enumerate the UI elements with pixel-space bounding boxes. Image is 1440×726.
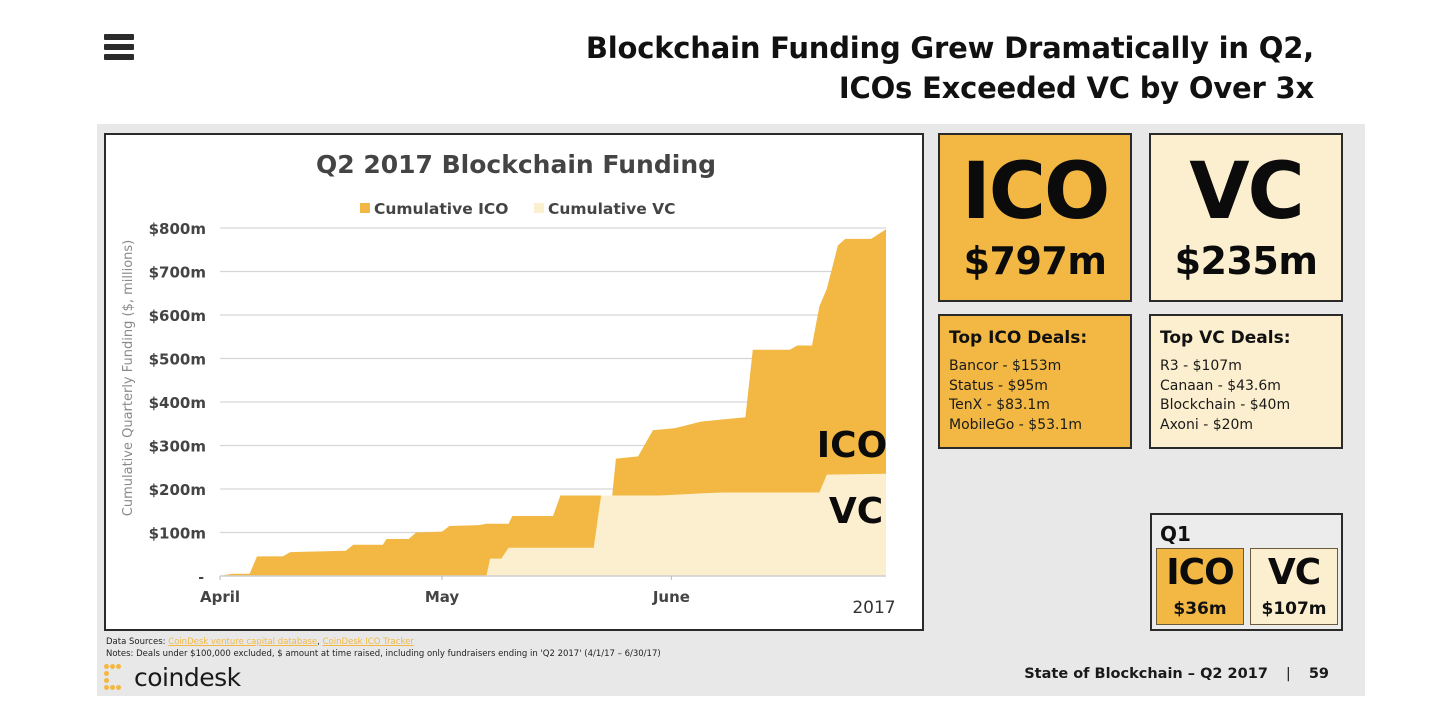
page-number: 59 <box>1308 666 1329 682</box>
menu-bar <box>104 44 134 50</box>
source-separator: , <box>317 637 323 647</box>
y-tick-label: $700m <box>149 264 206 282</box>
y-tick-label: $400m <box>149 394 206 412</box>
data-sources-note: Data Sources: CoinDesk venture capital d… <box>106 636 661 660</box>
headline-line-2: ICOs Exceeded VC by Over 3x <box>838 71 1314 105</box>
legend-swatch-ico <box>360 203 370 213</box>
headline-line-1: Blockchain Funding Grew Dramatically in … <box>585 31 1314 65</box>
source-link-ico-tracker[interactable]: CoinDesk ICO Tracker <box>322 637 414 647</box>
coindesk-logo: coindesk <box>104 662 241 692</box>
y-tick-label: $200m <box>149 481 206 499</box>
ico-total-card: ICO $797m <box>938 133 1132 302</box>
chart-title: Q2 2017 Blockchain Funding <box>316 150 716 179</box>
ico-deal-item: MobileGo - $53.1m <box>949 416 1083 433</box>
q1-vc-card: VC $107m <box>1250 548 1338 625</box>
q1-vc-value: $107m <box>1261 599 1327 619</box>
source-link-vc-database[interactable]: CoinDesk venture capital database <box>168 637 318 647</box>
y-tick-label: $100m <box>149 525 206 543</box>
y-tick-label: $300m <box>149 438 206 456</box>
top-vc-deals-card: Top VC Deals: R3 - $107m Canaan - $43.6m… <box>1149 314 1343 449</box>
top-ico-deals-title: Top ICO Deals: <box>949 328 1088 348</box>
ico-deal-item: TenX - $83.1m <box>949 397 1050 413</box>
ico-total-value: $797m <box>963 239 1107 283</box>
ico-total-label: ICO <box>961 147 1111 237</box>
hamburger-menu-icon[interactable] <box>104 34 134 62</box>
y-tick-label: $600m <box>149 307 206 325</box>
vc-deal-item: Axoni - $20m <box>1160 416 1254 433</box>
q1-ico-value: $36m <box>1173 599 1227 619</box>
report-title: State of Blockchain – Q2 2017 <box>1024 666 1268 682</box>
top-vc-deals-title: Top VC Deals: <box>1160 328 1291 348</box>
ico-deal-item: Status - $95m <box>949 377 1048 394</box>
annotation-ico: ICO <box>817 425 887 466</box>
y-axis-label: Cumulative Quarterly Funding ($, million… <box>121 240 136 516</box>
y-tick-label: $500m <box>149 351 206 369</box>
legend-label-vc: Cumulative VC <box>548 200 675 218</box>
y-tick-label: - <box>198 570 204 586</box>
ico-deal-item: Bancor - $153m <box>949 358 1062 374</box>
funding-chart: Q2 2017 Blockchain Funding Cumulative IC… <box>104 133 924 631</box>
coindesk-logo-text: coindesk <box>134 662 241 692</box>
x-axis-label: 2017 <box>852 598 895 618</box>
x-tick-label: April <box>200 588 240 606</box>
ico-area <box>220 229 886 577</box>
footer-separator: | <box>1285 666 1291 682</box>
slide-headline: Blockchain Funding Grew Dramatically in … <box>586 28 1314 108</box>
y-tick-label: $800m <box>149 220 206 238</box>
legend-label-ico: Cumulative ICO <box>374 200 508 218</box>
q1-title: Q1 <box>1160 522 1191 546</box>
vc-deal-item: Canaan - $43.6m <box>1160 377 1281 394</box>
annotation-vc: VC <box>829 491 883 532</box>
chart-legend: Cumulative ICO Cumulative VC <box>360 200 675 218</box>
chart-svg: Q2 2017 Blockchain Funding Cumulative IC… <box>121 150 896 618</box>
notes-text: Notes: Deals under $100,000 excluded, $ … <box>106 649 661 659</box>
x-tick-label: May <box>425 588 460 606</box>
vc-area <box>220 473 886 576</box>
sources-label: Data Sources: <box>106 637 166 647</box>
vc-total-label: VC <box>1189 147 1305 237</box>
q1-ico-label: ICO <box>1166 552 1234 593</box>
footer-report-info: State of Blockchain – Q2 2017 | 59 <box>1024 666 1329 682</box>
q1-comparison-box: Q1 ICO $36m VC $107m <box>1150 513 1343 631</box>
chart-areas <box>220 229 886 577</box>
top-ico-deals-card: Top ICO Deals: Bancor - $153m Status - $… <box>938 314 1132 449</box>
menu-bar <box>104 34 134 40</box>
chart-gridlines <box>220 227 886 534</box>
x-axis-ticks: April May June <box>200 575 886 606</box>
menu-bar <box>104 54 134 60</box>
y-axis-ticks: - $100m $200m $300m $400m $500m $600m $700m $800… <box>149 220 206 586</box>
vc-total-value: $235m <box>1174 239 1318 283</box>
coindesk-logo-icon <box>104 664 128 690</box>
q1-vc-label: VC <box>1267 552 1321 593</box>
vc-deal-item: R3 - $107m <box>1160 358 1242 374</box>
vc-total-card: VC $235m <box>1149 133 1343 302</box>
legend-swatch-vc <box>534 203 544 213</box>
x-tick-label: June <box>652 588 690 606</box>
vc-deal-item: Blockchain - $40m <box>1160 397 1291 413</box>
q1-ico-card: ICO $36m <box>1156 548 1244 625</box>
